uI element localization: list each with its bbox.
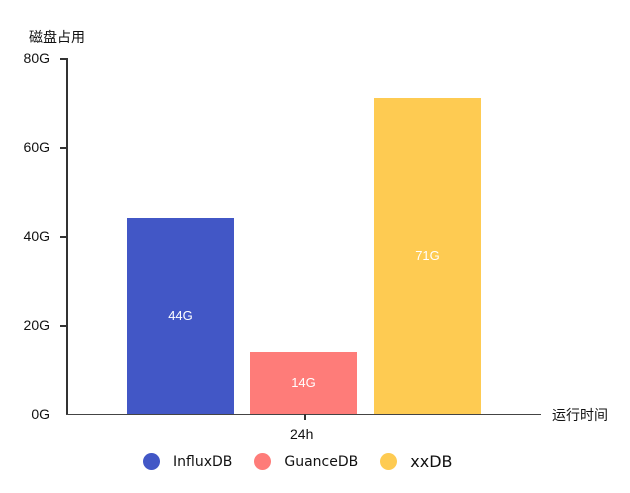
x-axis-line <box>66 413 541 415</box>
y-tick-label: 0G <box>31 406 50 422</box>
legend-label: InfluxDB <box>173 453 233 470</box>
bar-value-label: 71G <box>415 248 440 263</box>
y-tick-label: 20G <box>23 317 50 333</box>
y-tick-mark <box>60 236 67 238</box>
y-tick-label: 80G <box>23 50 50 66</box>
bar-xxdb[interactable]: 71G <box>374 98 481 414</box>
legend-item-influxdb[interactable]: InfluxDB <box>143 453 232 470</box>
legend-dot-icon <box>143 453 160 470</box>
bar-value-label: 44G <box>168 308 193 323</box>
legend-dot-icon <box>380 453 398 470</box>
bar-guancedb[interactable]: 14G <box>250 352 357 414</box>
y-tick-mark <box>60 58 67 60</box>
legend-label: GuanceDB <box>284 453 359 470</box>
bar-value-label: 14G <box>291 375 316 390</box>
bar-influxdb[interactable]: 44G <box>127 218 234 414</box>
y-axis-title: 磁盘占用 <box>29 30 85 46</box>
x-tick-mark <box>304 414 306 420</box>
legend-dot-icon <box>254 453 272 470</box>
legend-item-guancedb[interactable]: GuanceDB <box>254 453 358 470</box>
legend-label: xxDB <box>410 452 453 471</box>
legend-item-xxdb[interactable]: xxDB <box>380 452 452 471</box>
y-tick-label: 60G <box>23 139 50 155</box>
y-tick-mark <box>60 147 67 149</box>
x-tick-label: 24h <box>290 426 314 442</box>
x-axis-title: 运行时间 <box>552 408 608 424</box>
y-tick-label: 40G <box>23 228 50 244</box>
y-tick-mark <box>60 325 67 327</box>
legend: InfluxDB GuanceDB xxDB <box>143 452 474 471</box>
